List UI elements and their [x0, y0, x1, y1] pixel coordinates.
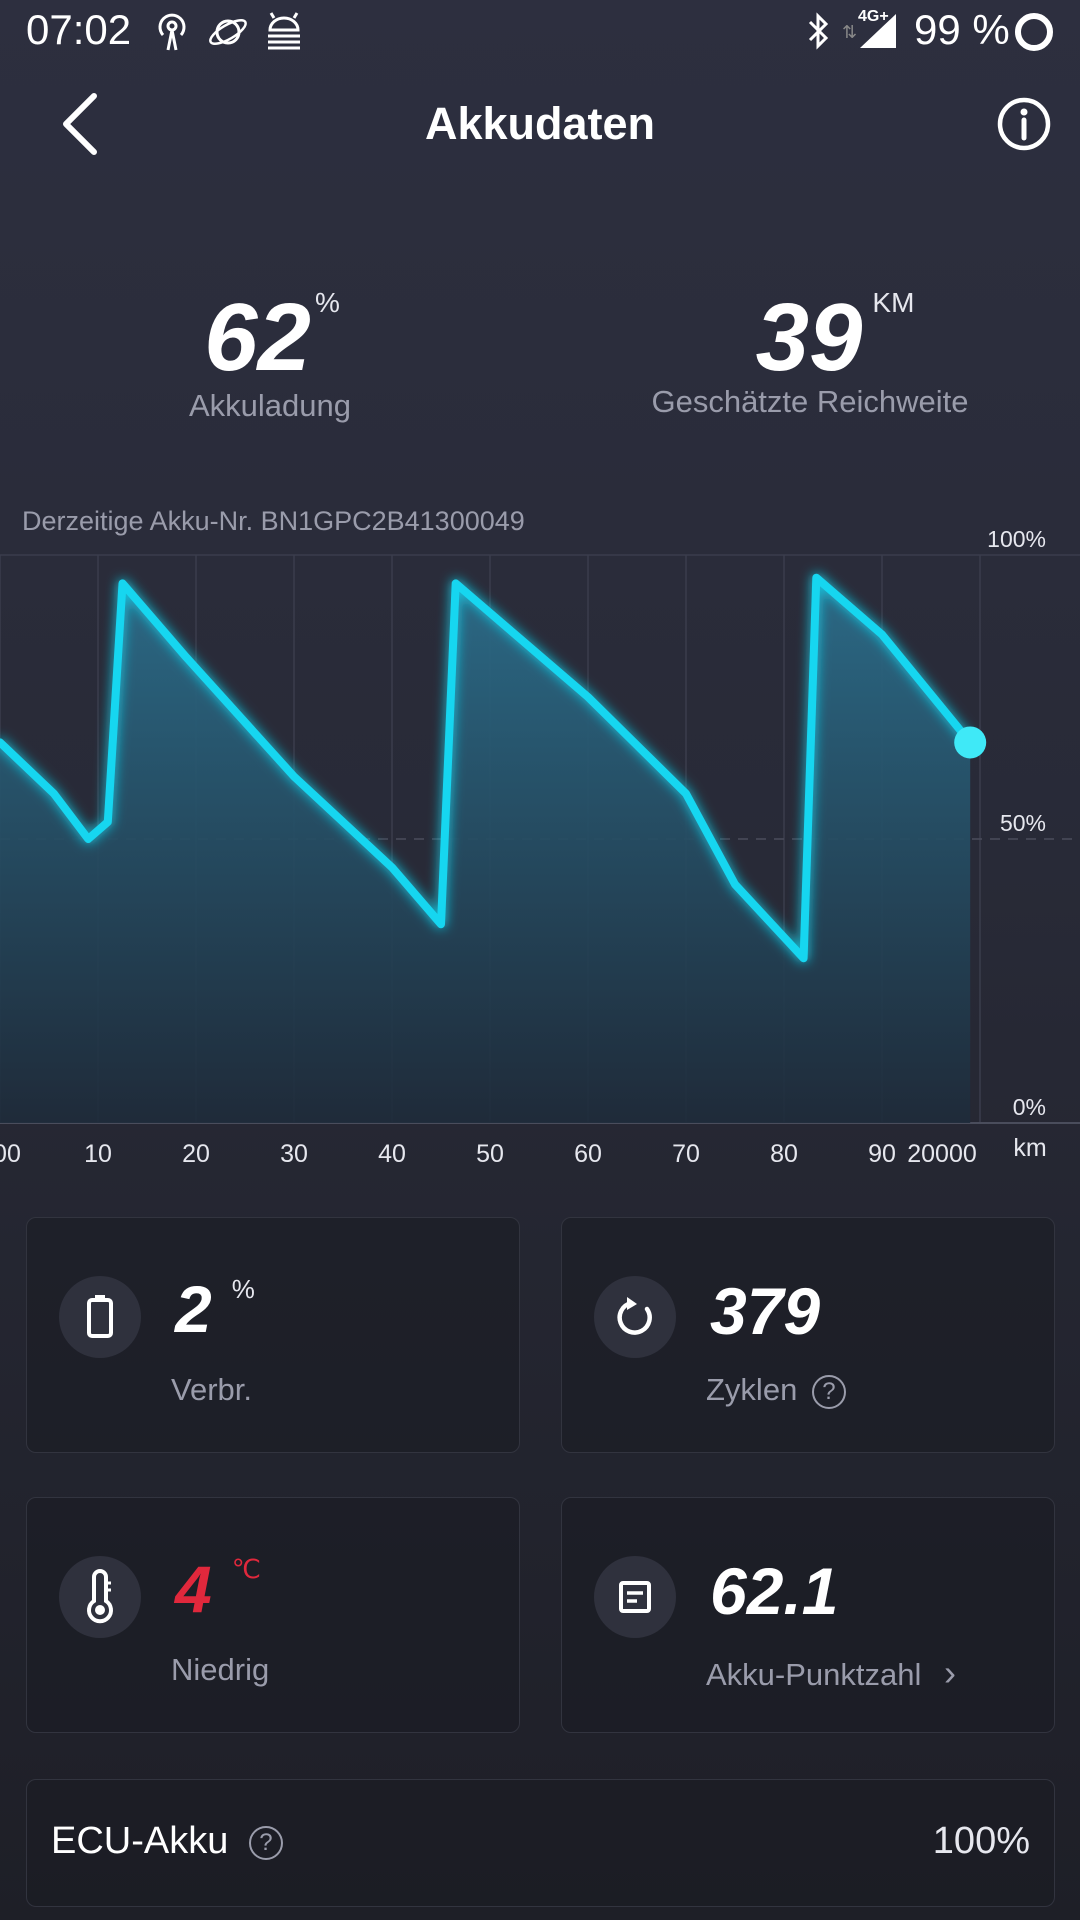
x-tick-label: 900: [0, 1140, 21, 1168]
range-unit: KM: [872, 287, 915, 318]
refresh-icon: [594, 1276, 676, 1358]
consumption-card: 2% Verbr.: [26, 1217, 520, 1453]
ecu-label-row: ECU-Akku ?: [51, 1820, 283, 1863]
bluetooth-icon: [808, 12, 829, 50]
battery-icon: [59, 1276, 141, 1358]
cycles-card: 379 Zyklen ?: [561, 1217, 1055, 1453]
x-tick-label: 50: [476, 1140, 504, 1168]
x-tick-label: 90: [868, 1140, 896, 1168]
x-tick-label: 30: [280, 1140, 308, 1168]
battery-chart: 100% 50% 0% 900 10 20 30 40 50 60 70 80 90 20000 km: [0, 530, 1080, 1168]
charge-stat: 62%: [0, 287, 540, 386]
ecu-help-icon[interactable]: ?: [248, 1825, 283, 1860]
x-tick-label: 70: [672, 1140, 700, 1168]
y-tick-label: 0%: [1013, 1094, 1046, 1120]
x-tick-label: 40: [378, 1140, 406, 1168]
charge-unit: %: [314, 287, 340, 318]
x-tick-label: 80: [770, 1140, 798, 1168]
consumption-value: 2: [175, 1272, 212, 1346]
x-tick-label: 20000: [907, 1140, 977, 1168]
x-tick-label: 10: [84, 1140, 112, 1168]
cycles-label-row: Zyklen ?: [706, 1372, 846, 1409]
back-button[interactable]: [52, 88, 112, 158]
consumption-label: Verbr.: [171, 1372, 252, 1407]
score-label-row: Akku-Punktzahl ›: [706, 1652, 956, 1694]
temperature-value: 4: [175, 1552, 212, 1626]
document-icon: [594, 1556, 676, 1638]
chevron-right-icon: ›: [944, 1652, 957, 1693]
range-stat: 39 KM: [540, 287, 1080, 386]
score-value: 62.1: [710, 1554, 839, 1628]
cycles-value: 379: [710, 1274, 821, 1348]
cycles-label: Zyklen: [706, 1372, 798, 1407]
android-icon: [268, 12, 300, 50]
ecu-value: 100%: [932, 1820, 1030, 1862]
score-card[interactable]: 62.1 Akku-Punktzahl ›: [561, 1497, 1055, 1733]
temperature-unit: ℃: [231, 1554, 261, 1584]
signal-icon: [860, 14, 896, 48]
hotspot-icon: [158, 13, 186, 51]
chart-line: [0, 573, 975, 963]
current-point-marker: [954, 726, 987, 759]
temperature-card: 4 ℃ Niedrig: [26, 1497, 520, 1733]
info-button[interactable]: [996, 96, 1052, 152]
status-time: 07:02: [26, 6, 132, 53]
ecu-row: ECU-Akku ? 100%: [26, 1779, 1055, 1907]
score-label: Akku-Punktzahl: [706, 1657, 922, 1692]
y-tick-label: 100%: [987, 530, 1046, 552]
page-title: Akkudaten: [424, 98, 656, 149]
consumption-unit: %: [231, 1274, 255, 1304]
temperature-label: Niedrig: [171, 1652, 270, 1687]
battery-number: Derzeitige Akku-Nr. BN1GPC2B41300049: [22, 506, 525, 536]
network-type: 4G+: [858, 8, 889, 25]
chart-area: [0, 577, 971, 1123]
x-tick-label: 20: [182, 1140, 210, 1168]
y-tick-label: 50%: [1000, 810, 1046, 836]
charge-label: Akkuladung: [188, 388, 351, 423]
thermometer-icon: [59, 1556, 141, 1638]
ecu-label: ECU-Akku: [51, 1820, 229, 1862]
battery-percent: 99 %: [914, 6, 1010, 53]
x-tick-label: 60: [574, 1140, 602, 1168]
planet-icon: [209, 19, 247, 45]
charge-value: 62: [204, 284, 311, 391]
cycles-help-icon[interactable]: ?: [811, 1374, 846, 1409]
range-label: Geschätzte Reichweite: [651, 384, 969, 419]
battery-ring-icon: [1015, 13, 1053, 51]
range-value: 39: [755, 284, 863, 391]
x-unit-label: km: [1013, 1134, 1046, 1162]
data-arrows-icon: ⇅: [842, 22, 858, 42]
